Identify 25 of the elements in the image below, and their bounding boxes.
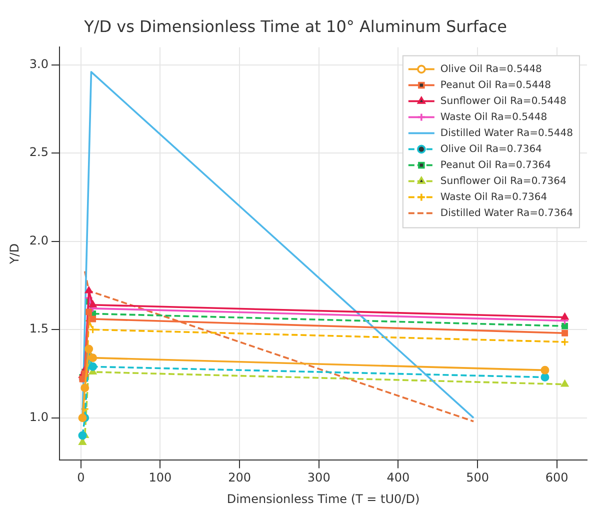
x-tick-label: 600 [545, 470, 568, 485]
legend-label: Waste Oil Ra=0.7364 [440, 192, 548, 203]
x-tick-label: 0 [77, 470, 85, 485]
legend-label: Distilled Water Ra=0.5448 [440, 128, 574, 139]
legend-label: Sunflower Oil Ra=0.7364 [440, 176, 566, 187]
y-axis-title: Y/D [7, 243, 22, 266]
y-tick-label: 1.0 [29, 410, 48, 424]
legend-label: Olive Oil Ra=0.5448 [440, 64, 542, 75]
legend-label: Peanut Oil Ra=0.7364 [440, 160, 551, 171]
chart-title: Y/D vs Dimensionless Time at 10° Aluminum Surface [83, 16, 507, 36]
legend-label: Sunflower Oil Ra=0.5448 [440, 96, 566, 107]
x-tick-label: 100 [148, 470, 172, 485]
y-tick-label: 3.0 [29, 56, 48, 71]
y-tick-label: 2.0 [29, 233, 48, 248]
legend-label: Olive Oil Ra=0.7364 [440, 144, 542, 155]
legend-label: Peanut Oil Ra=0.5448 [440, 80, 551, 91]
x-tick-label: 300 [307, 470, 330, 485]
x-tick-label: 500 [466, 470, 489, 485]
legend-label: Waste Oil Ra=0.5448 [440, 112, 548, 123]
y-tick-label: 1.5 [29, 322, 48, 336]
x-axis-title: Dimensionless Time (T = tU0/D) [226, 492, 420, 506]
y-tick-label: 2.5 [29, 145, 48, 160]
x-tick-label: 400 [386, 470, 410, 485]
x-tick-label: 200 [228, 470, 252, 485]
legend-label: Distilled Water Ra=0.7364 [440, 208, 574, 219]
